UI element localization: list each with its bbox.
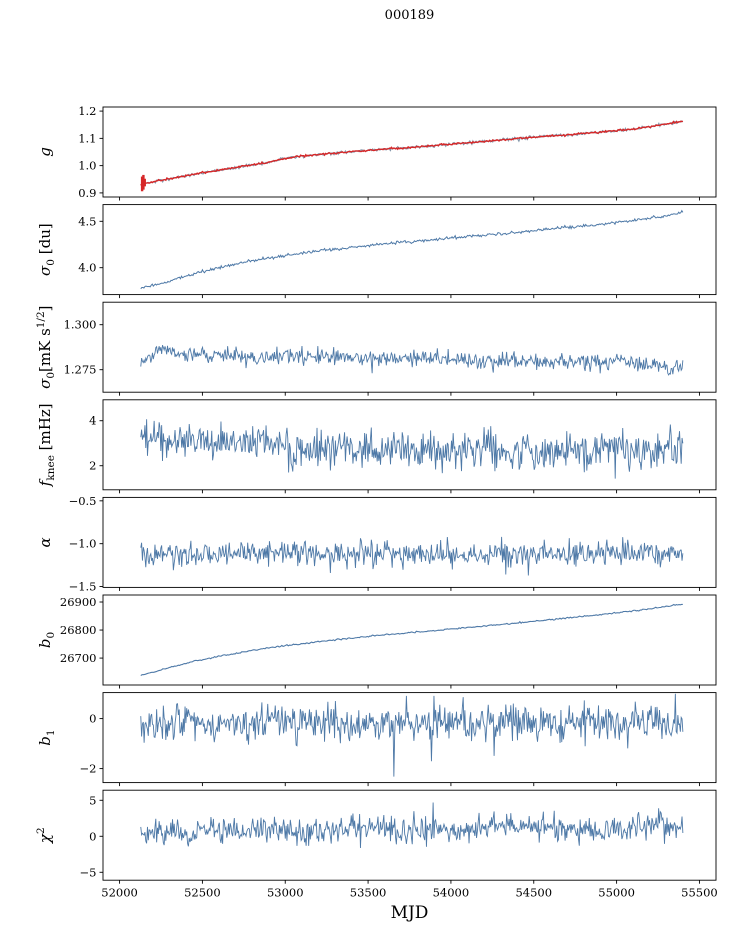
panel-chi2-series-area — [140, 802, 684, 849]
ytick-label: 4 — [89, 414, 96, 428]
panel-sigma0-mk-frame — [102, 301, 717, 393]
series-fknee — [140, 419, 684, 479]
ytick-label: −0.5 — [69, 494, 97, 508]
panel-b0-frame — [102, 594, 717, 686]
panel-b1-frame — [102, 692, 717, 784]
xtick-label: 54500 — [515, 886, 552, 900]
panel-b1-series-area — [140, 693, 684, 777]
figure-title: 000189 — [384, 8, 435, 23]
panel-b1: −2 0 b1 — [36, 692, 717, 787]
panel-chi2-ylabel: χ2 — [35, 827, 54, 844]
xtick-label: 52500 — [184, 886, 221, 900]
xtick-label: 53000 — [267, 886, 304, 900]
x-axis-label: MJD — [390, 903, 429, 923]
ytick-label: 1.300 — [64, 318, 97, 332]
panel-fknee-frame — [102, 399, 717, 491]
panel-sigma0-mk-series-area — [140, 345, 684, 376]
panel-b1-ylabel: b1 — [36, 729, 57, 745]
ytick-label: 1.275 — [64, 363, 97, 377]
panel-fknee-ylabel: fknee [mHz] — [36, 403, 57, 487]
panel-b0: 26700 26800 26900 b0 — [36, 594, 717, 689]
panel-sigma0-du-ylabel: σ0 [du] — [36, 223, 57, 276]
panel-alpha-series-area — [140, 536, 684, 576]
ytick-label: 1.2 — [78, 104, 96, 118]
ytick-label: 2 — [89, 459, 96, 473]
panel-chi2-frame — [102, 789, 717, 881]
series-g-gain — [140, 120, 684, 186]
ytick-label: 0 — [89, 829, 96, 843]
panel-sigma0-du-series-area — [140, 209, 684, 290]
series-b0 — [140, 603, 683, 677]
series-g-baseline — [140, 120, 684, 186]
panel-g-series-area — [140, 120, 684, 192]
panel-sigma0-du-frame — [102, 204, 717, 296]
panel-fknee: 2 4 fknee [mHz] — [36, 399, 717, 494]
series-b1 — [140, 693, 684, 777]
ytick-label: 26800 — [60, 623, 97, 637]
ytick-label: −2 — [80, 762, 97, 776]
panel-b0-ylabel: b0 — [36, 632, 57, 648]
panel-fknee-series-area — [140, 419, 684, 479]
panel-alpha-ylabel: α — [36, 537, 54, 547]
ytick-label: 5 — [89, 793, 96, 807]
ytick-label: 4.0 — [78, 261, 96, 275]
panel-sigma0-mk-ylabel: σ0[mK s1/2] — [35, 305, 57, 388]
ytick-label: −1.0 — [69, 537, 97, 551]
ytick-label: 0 — [89, 712, 96, 726]
panel-g-ylabel: g — [36, 147, 54, 157]
xtick-label: 55500 — [681, 886, 718, 900]
xtick-label: 55000 — [598, 886, 635, 900]
panel-b0-series-area — [140, 603, 683, 677]
ytick-label: 26700 — [60, 651, 97, 665]
series-chi2 — [140, 802, 684, 849]
xtick-label: 52000 — [101, 886, 138, 900]
ytick-label: −1.5 — [69, 580, 97, 594]
panel-sigma0-mk: 1.275 1.300 σ0[mK s1/2] — [35, 301, 717, 396]
xtick-label: 53500 — [350, 886, 387, 900]
ytick-label: 1.0 — [78, 159, 96, 173]
panel-g: 0.9 1.0 1.1 1.2 g — [36, 104, 717, 201]
ytick-label: 4.5 — [78, 214, 96, 228]
series-sigma0-mk — [140, 345, 684, 376]
series-sigma0-du — [140, 209, 684, 290]
ytick-label: 1.1 — [78, 131, 96, 145]
panel-chi2: −5 0 5 52000 52500 53000 53500 54000 54500 55000 5… — [35, 789, 718, 900]
ytick-label: 26900 — [60, 595, 97, 609]
panel-alpha: −1.5 −1.0 −0.5 α — [36, 494, 717, 594]
series-alpha — [140, 536, 684, 576]
ytick-label: −5 — [80, 865, 97, 879]
panel-sigma0-du: 4.0 4.5 σ0 [du] — [36, 204, 717, 299]
xtick-label: 54000 — [433, 886, 470, 900]
panel-alpha-frame — [102, 496, 717, 588]
panel-g-frame — [102, 106, 717, 198]
ytick-label: 0.9 — [78, 186, 96, 200]
